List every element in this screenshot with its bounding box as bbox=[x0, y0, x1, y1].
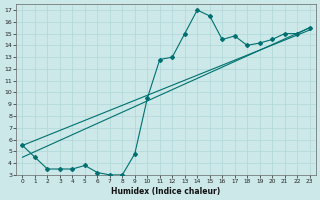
X-axis label: Humidex (Indice chaleur): Humidex (Indice chaleur) bbox=[111, 187, 221, 196]
